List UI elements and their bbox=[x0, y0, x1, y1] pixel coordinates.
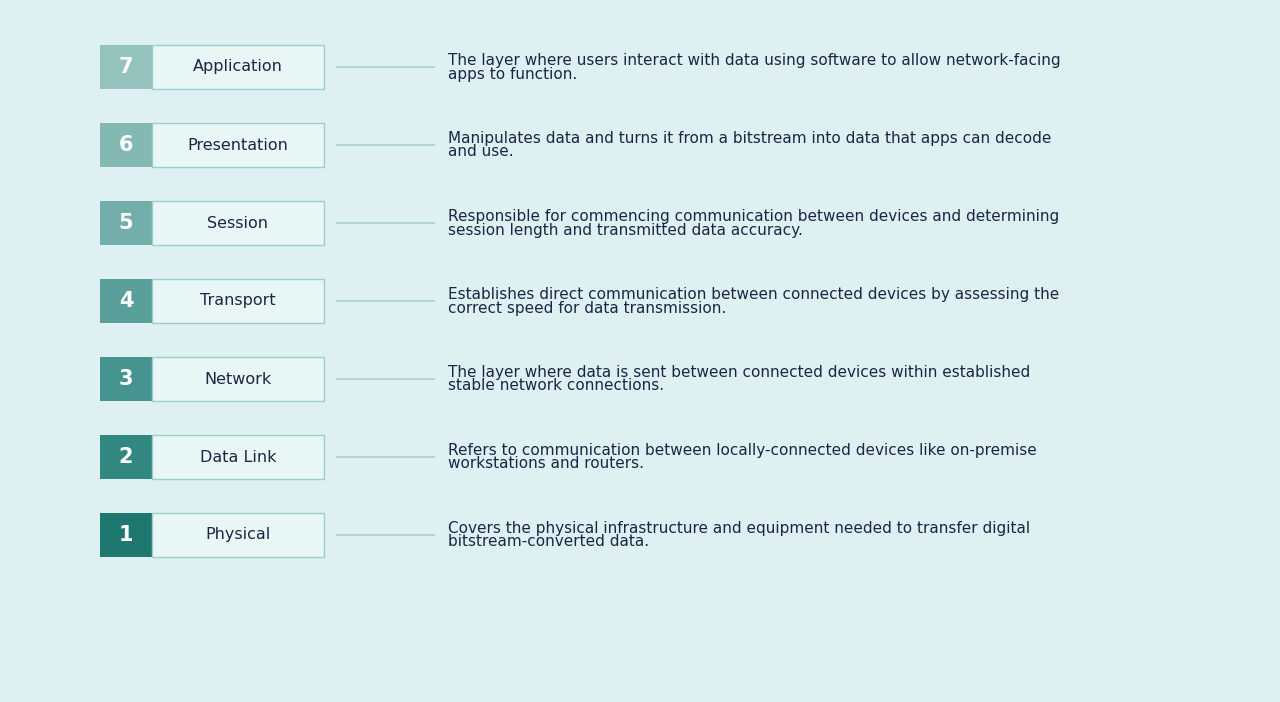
Text: Responsible for commencing communication between devices and determining: Responsible for commencing communication… bbox=[448, 208, 1060, 223]
FancyBboxPatch shape bbox=[100, 201, 152, 245]
Text: Establishes direct communication between connected devices by assessing the: Establishes direct communication between… bbox=[448, 286, 1060, 301]
FancyBboxPatch shape bbox=[100, 513, 152, 557]
FancyBboxPatch shape bbox=[100, 123, 152, 167]
FancyBboxPatch shape bbox=[100, 435, 152, 479]
Text: bitstream-converted data.: bitstream-converted data. bbox=[448, 534, 649, 550]
Text: 1: 1 bbox=[119, 525, 133, 545]
Text: Session: Session bbox=[207, 216, 269, 230]
Text: Presentation: Presentation bbox=[188, 138, 288, 152]
FancyBboxPatch shape bbox=[152, 357, 324, 401]
Text: Refers to communication between locally-connected devices like on-premise: Refers to communication between locally-… bbox=[448, 442, 1037, 458]
Text: The layer where data is sent between connected devices within established: The layer where data is sent between con… bbox=[448, 364, 1030, 380]
Text: session length and transmitted data accuracy.: session length and transmitted data accu… bbox=[448, 223, 803, 237]
FancyBboxPatch shape bbox=[152, 45, 324, 89]
FancyBboxPatch shape bbox=[152, 435, 324, 479]
FancyBboxPatch shape bbox=[100, 279, 152, 323]
Text: 4: 4 bbox=[119, 291, 133, 311]
FancyBboxPatch shape bbox=[152, 123, 324, 167]
Text: The layer where users interact with data using software to allow network-facing: The layer where users interact with data… bbox=[448, 53, 1061, 67]
Text: correct speed for data transmission.: correct speed for data transmission. bbox=[448, 300, 726, 315]
Text: 7: 7 bbox=[119, 57, 133, 77]
Text: Transport: Transport bbox=[200, 293, 275, 308]
Text: 5: 5 bbox=[119, 213, 133, 233]
Text: Application: Application bbox=[193, 60, 283, 74]
Text: Covers the physical infrastructure and equipment needed to transfer digital: Covers the physical infrastructure and e… bbox=[448, 520, 1030, 536]
Text: 3: 3 bbox=[119, 369, 133, 389]
Text: stable network connections.: stable network connections. bbox=[448, 378, 664, 394]
FancyBboxPatch shape bbox=[100, 357, 152, 401]
FancyBboxPatch shape bbox=[152, 201, 324, 245]
Text: 6: 6 bbox=[119, 135, 133, 155]
Text: Physical: Physical bbox=[205, 527, 270, 543]
FancyBboxPatch shape bbox=[100, 45, 152, 89]
Text: workstations and routers.: workstations and routers. bbox=[448, 456, 644, 472]
FancyBboxPatch shape bbox=[152, 279, 324, 323]
Text: apps to function.: apps to function. bbox=[448, 67, 577, 81]
Text: Manipulates data and turns it from a bitstream into data that apps can decode: Manipulates data and turns it from a bit… bbox=[448, 131, 1051, 145]
Text: 2: 2 bbox=[119, 447, 133, 467]
Text: Network: Network bbox=[205, 371, 271, 387]
Text: and use.: and use. bbox=[448, 145, 513, 159]
FancyBboxPatch shape bbox=[152, 513, 324, 557]
Text: Data Link: Data Link bbox=[200, 449, 276, 465]
